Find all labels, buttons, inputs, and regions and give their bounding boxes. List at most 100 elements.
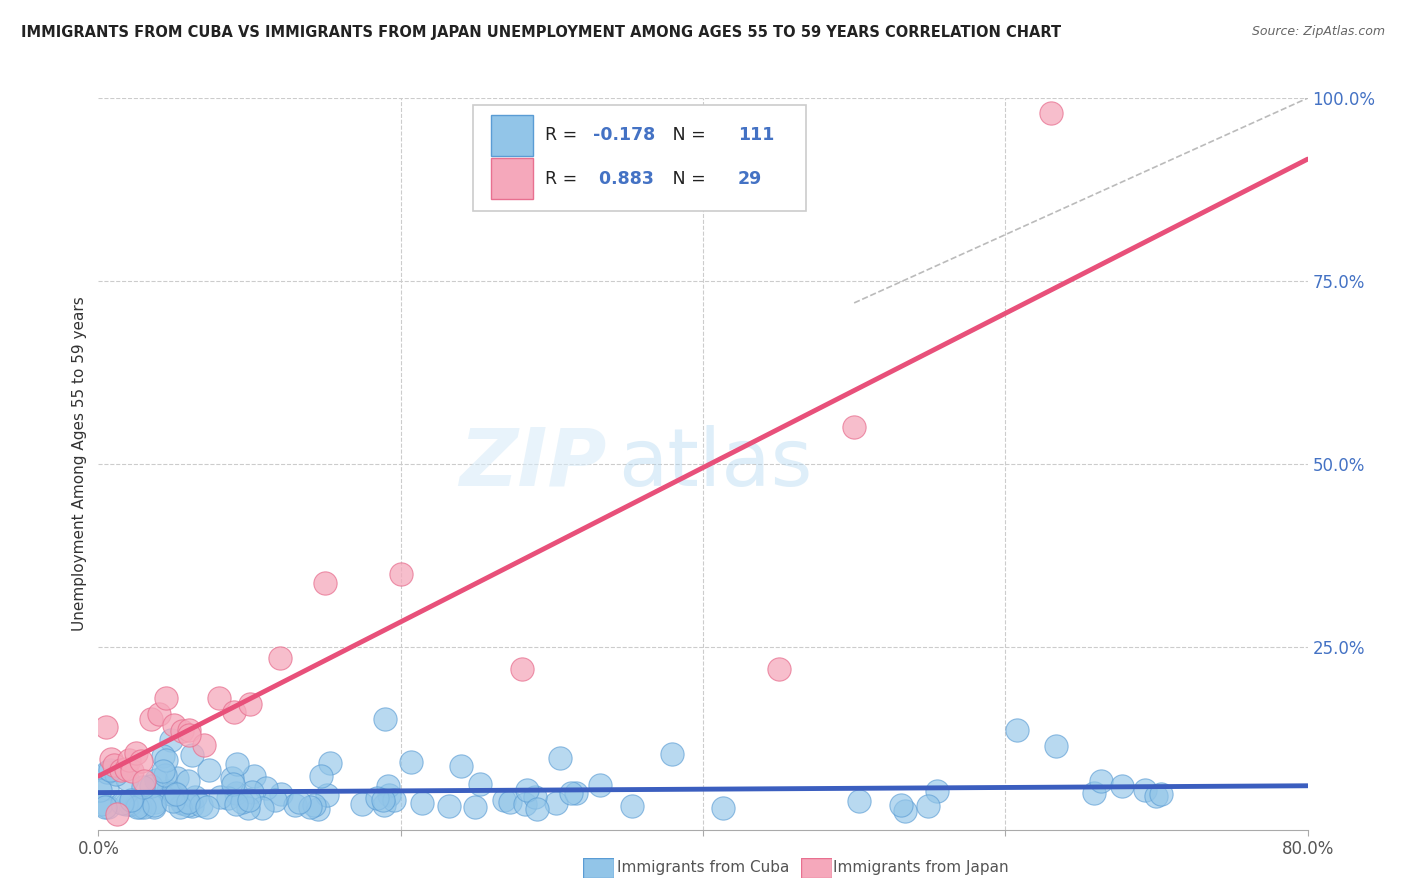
FancyBboxPatch shape (492, 115, 533, 156)
Point (129, 754, 152, 768)
Point (711, 801, 734, 815)
Point (163, 718, 186, 732)
Point (120, 792, 142, 806)
Text: Immigrants from Japan: Immigrants from Japan (834, 860, 1008, 874)
Point (270, 787, 292, 801)
Point (132, 799, 155, 814)
Point (172, 796, 194, 810)
Point (314, 576, 336, 591)
Text: 111: 111 (738, 127, 775, 145)
Point (302, 798, 325, 813)
Point (96, 765, 118, 780)
Point (1045, 739, 1067, 753)
Point (399, 756, 422, 770)
Point (499, 795, 522, 809)
Point (162, 794, 184, 808)
Point (160, 733, 183, 747)
Text: -0.178: -0.178 (593, 127, 655, 145)
Point (288, 796, 311, 810)
Point (226, 757, 249, 772)
Point (299, 799, 322, 814)
Point (1150, 787, 1173, 801)
Point (177, 774, 200, 789)
Point (198, 763, 221, 777)
Point (169, 800, 191, 814)
Text: R =: R = (544, 127, 582, 145)
Point (382, 793, 405, 807)
Point (1111, 780, 1133, 794)
Point (377, 779, 399, 793)
Point (89, 783, 111, 797)
Point (250, 801, 273, 815)
Point (544, 796, 567, 810)
Point (170, 724, 193, 739)
Point (142, 800, 165, 814)
Point (153, 768, 176, 782)
Point (163, 786, 186, 800)
Point (132, 780, 155, 795)
Point (464, 800, 486, 814)
Point (1135, 783, 1157, 797)
Point (118, 753, 141, 767)
Point (155, 690, 177, 705)
Point (661, 747, 683, 761)
Text: R =: R = (544, 169, 582, 187)
Point (894, 804, 917, 818)
Y-axis label: Unemployment Among Ages 55 to 59 years: Unemployment Among Ages 55 to 59 years (72, 296, 87, 632)
Point (111, 796, 134, 810)
Point (222, 777, 245, 791)
Point (97, 799, 120, 814)
Point (236, 801, 259, 815)
Point (269, 651, 291, 665)
Point (125, 747, 148, 761)
Point (183, 790, 205, 805)
Point (565, 786, 588, 800)
Text: N =: N = (655, 127, 711, 145)
Point (307, 801, 329, 815)
Point (373, 798, 395, 813)
Point (309, 770, 332, 784)
Point (217, 791, 239, 805)
Point (371, 793, 394, 807)
Point (284, 798, 307, 813)
Point (160, 788, 183, 802)
Point (560, 786, 582, 800)
Point (221, 771, 243, 785)
Point (389, 566, 412, 581)
Point (848, 794, 870, 808)
Point (243, 769, 266, 783)
Text: atlas: atlas (619, 425, 813, 503)
Point (352, 797, 374, 811)
Point (179, 728, 201, 742)
Point (148, 706, 170, 721)
Point (165, 787, 187, 801)
Point (225, 797, 247, 811)
Text: N =: N = (655, 169, 711, 187)
Text: Source: ZipAtlas.com: Source: ZipAtlas.com (1251, 25, 1385, 38)
Point (114, 762, 136, 776)
Text: IMMIGRANTS FROM CUBA VS IMMIGRANTS FROM JAPAN UNEMPLOYMENT AMONG AGES 55 TO 59 Y: IMMIGRANTS FROM CUBA VS IMMIGRANTS FROM … (21, 25, 1062, 40)
Point (526, 801, 548, 815)
Point (104, 766, 127, 780)
Point (515, 797, 537, 811)
Point (195, 799, 218, 814)
Point (238, 793, 260, 807)
Point (94, 720, 117, 734)
Point (254, 781, 277, 796)
Point (1007, 723, 1029, 738)
Point (548, 751, 571, 765)
Point (768, 662, 790, 676)
Point (925, 784, 948, 798)
Point (524, 789, 547, 804)
FancyBboxPatch shape (474, 105, 806, 211)
Point (181, 747, 204, 762)
Point (143, 795, 166, 809)
Point (264, 793, 287, 807)
Text: ZIP: ZIP (458, 425, 606, 503)
Point (128, 800, 150, 814)
Point (190, 798, 212, 813)
Point (225, 786, 247, 800)
Point (127, 800, 149, 814)
Point (166, 771, 188, 785)
Point (917, 799, 939, 814)
